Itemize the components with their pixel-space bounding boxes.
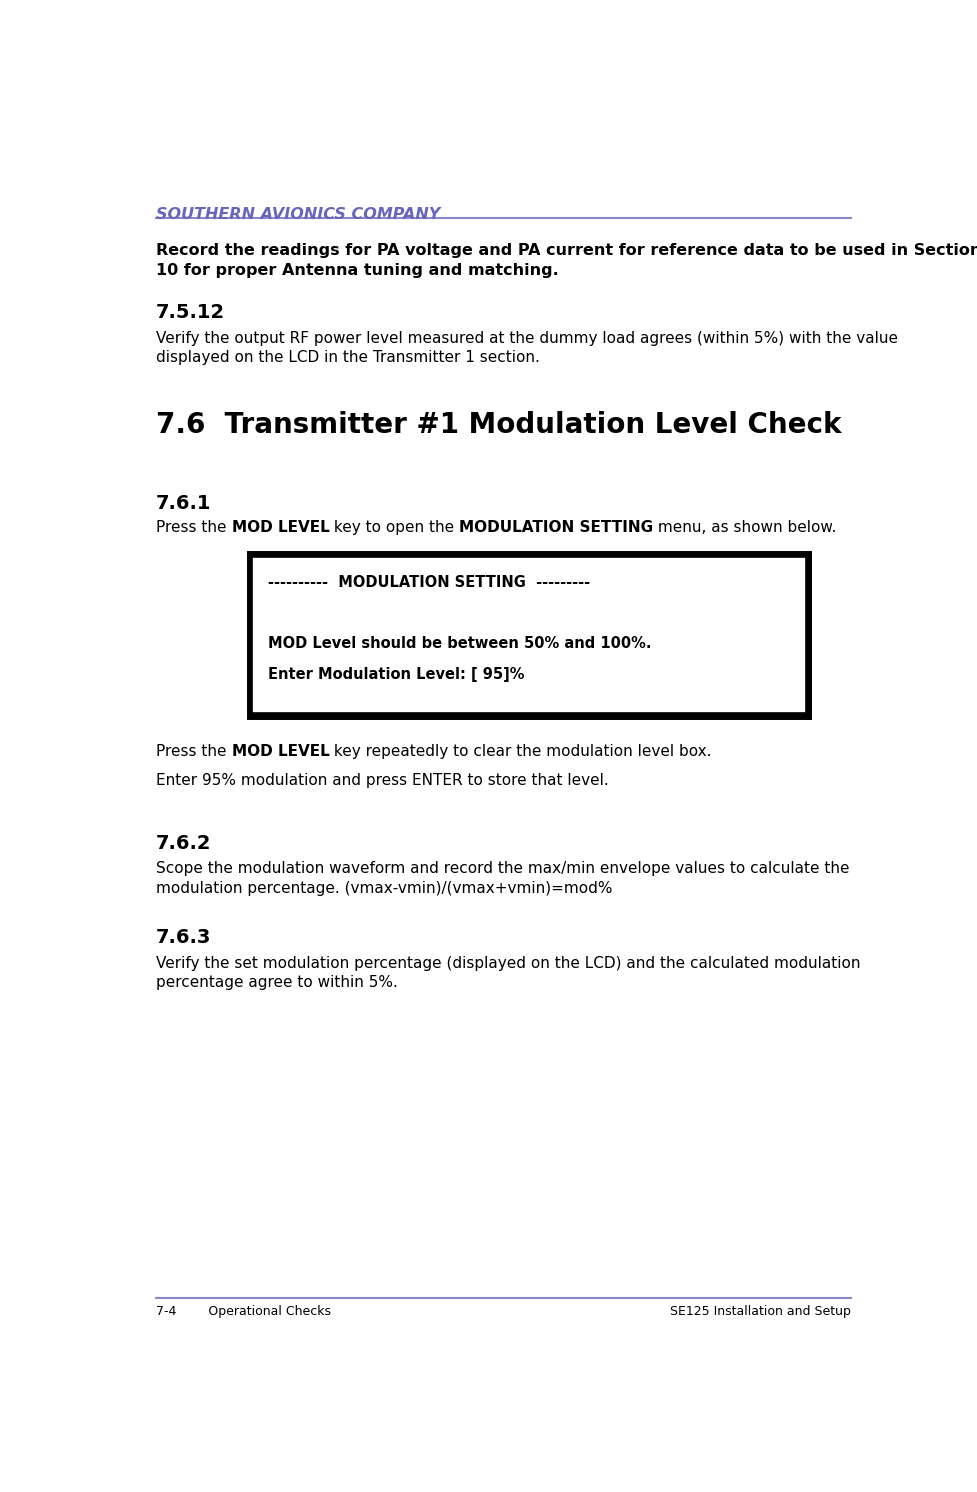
Text: key repeatedly to clear the modulation level box.: key repeatedly to clear the modulation l…	[329, 745, 712, 759]
Text: Enter 95% modulation and press ENTER to store that level.: Enter 95% modulation and press ENTER to …	[156, 773, 609, 788]
FancyBboxPatch shape	[252, 557, 806, 713]
Text: 7.6  Transmitter #1 Modulation Level Check: 7.6 Transmitter #1 Modulation Level Chec…	[156, 412, 842, 439]
Text: 7.6.2: 7.6.2	[156, 834, 212, 853]
Text: Press the: Press the	[156, 521, 232, 536]
Text: SOUTHERN AVIONICS COMPANY: SOUTHERN AVIONICS COMPANY	[156, 207, 441, 222]
Text: menu, as shown below.: menu, as shown below.	[654, 521, 837, 536]
Text: 7-4        Operational Checks: 7-4 Operational Checks	[156, 1306, 331, 1317]
FancyBboxPatch shape	[250, 554, 808, 716]
Text: Record the readings for PA voltage and PA current for reference data to be used : Record the readings for PA voltage and P…	[156, 243, 977, 278]
Text: key to open the: key to open the	[329, 521, 459, 536]
Text: ----------  MODULATION SETTING  ---------: ---------- MODULATION SETTING ---------	[269, 576, 590, 591]
Text: 7.6.1: 7.6.1	[156, 494, 212, 513]
Text: 7.6.3: 7.6.3	[156, 928, 212, 947]
Text: 7.5.12: 7.5.12	[156, 303, 226, 322]
Text: SE125 Installation and Setup: SE125 Installation and Setup	[669, 1306, 851, 1317]
Text: MODULATION SETTING: MODULATION SETTING	[459, 521, 654, 536]
Text: Verify the set modulation percentage (displayed on the LCD) and the calculated m: Verify the set modulation percentage (di…	[156, 956, 861, 991]
Text: Enter Modulation Level: [ 95]%: Enter Modulation Level: [ 95]%	[269, 667, 525, 682]
Text: Press the: Press the	[156, 745, 232, 759]
Text: Verify the output RF power level measured at the dummy load agrees (within 5%) w: Verify the output RF power level measure…	[156, 331, 898, 366]
Text: Scope the modulation waveform and record the max/min envelope values to calculat: Scope the modulation waveform and record…	[156, 861, 850, 897]
Text: MOD LEVEL: MOD LEVEL	[232, 745, 329, 759]
Text: MOD Level should be between 50% and 100%.: MOD Level should be between 50% and 100%…	[269, 636, 652, 652]
Text: MOD LEVEL: MOD LEVEL	[232, 521, 329, 536]
